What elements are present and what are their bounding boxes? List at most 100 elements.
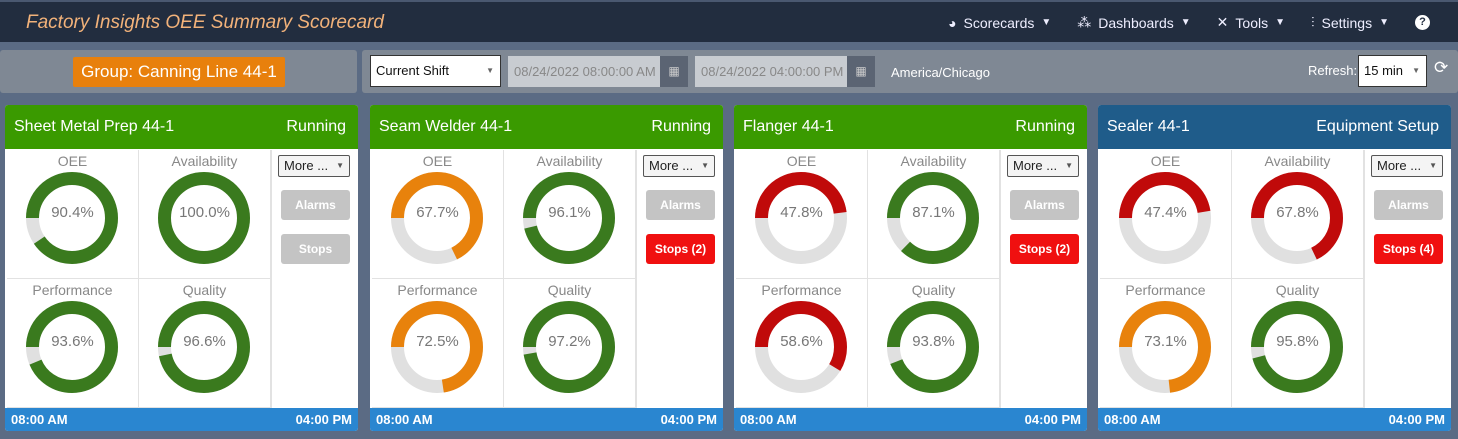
- card-actions: More ... ▼ Alarms Stops (4): [1364, 150, 1449, 408]
- nav-tools[interactable]: ✕ Tools ▼: [1216, 14, 1285, 31]
- gauge-fill: [755, 301, 847, 393]
- more-dropdown[interactable]: More ... ▼: [643, 155, 715, 177]
- gauge-performance: Performance 58.6%: [736, 279, 868, 408]
- gauge-value: 96.1%: [548, 204, 591, 221]
- gauge-availability: Availability 96.1%: [504, 150, 636, 279]
- machine-status: Running: [651, 118, 711, 135]
- gauge-fill: [158, 301, 250, 393]
- gauge-label: Performance: [761, 282, 842, 298]
- alarms-button[interactable]: Alarms: [1010, 190, 1079, 220]
- machine-name: Seam Welder 44-1: [379, 118, 513, 135]
- caret-down-icon: ▼: [336, 161, 344, 170]
- gauge-label: Quality: [547, 282, 592, 298]
- caret-down-icon: ▼: [1180, 17, 1191, 28]
- gauge-value: 73.1%: [1144, 333, 1187, 350]
- calendar-icon[interactable]: ▦: [847, 56, 875, 87]
- caret-down-icon: ▼: [1041, 17, 1052, 28]
- donut-gauge: [523, 301, 615, 393]
- gauge-label: Performance: [32, 282, 113, 298]
- shift-timeline: 08:00 AM 04:00 PM: [734, 408, 1087, 431]
- gauge-oee: OEE 47.4%: [1100, 150, 1232, 279]
- more-dropdown[interactable]: More ... ▼: [1007, 155, 1079, 177]
- end-date-input[interactable]: 08/24/2022 04:00:00 PM: [695, 56, 847, 87]
- start-date-input[interactable]: 08/24/2022 08:00:00 AM: [508, 56, 660, 87]
- stops-button[interactable]: Stops (4): [1374, 234, 1443, 264]
- gauge-label: Quality: [1275, 282, 1320, 298]
- refresh-icon[interactable]: ⟳: [1434, 58, 1449, 77]
- gauge-value: 95.8%: [1276, 333, 1319, 350]
- shift-end: 04:00 PM: [1024, 412, 1081, 427]
- card-body: OEE 90.4% Availability 100.0% Performanc…: [7, 150, 356, 408]
- gauge-fill: [1251, 172, 1343, 264]
- sliders-icon: ⫶: [1311, 14, 1315, 30]
- machine-name: Flanger 44-1: [743, 118, 834, 135]
- machine-card: Sealer 44-1 Equipment Setup OEE 47.4% Av…: [1098, 105, 1451, 431]
- machine-name: Sheet Metal Prep 44-1: [14, 118, 175, 135]
- gauge-availability: Availability 100.0%: [139, 150, 271, 279]
- question-circle-icon[interactable]: ?: [1415, 15, 1430, 30]
- gauge-fill: [887, 172, 979, 264]
- gauge-fill: [523, 301, 615, 393]
- machine-status: Running: [286, 118, 346, 135]
- card-header[interactable]: Flanger 44-1 Running: [734, 105, 1087, 149]
- machine-card: Flanger 44-1 Running OEE 47.8% Availabil…: [734, 105, 1087, 431]
- top-navbar: Factory Insights OEE Summary Scorecard ◕…: [0, 0, 1458, 42]
- donut-gauge: [887, 172, 979, 264]
- gauge-availability: Availability 67.8%: [1232, 150, 1364, 279]
- gauge-performance: Performance 73.1%: [1100, 279, 1232, 408]
- stops-button[interactable]: Stops: [281, 234, 350, 264]
- donut-gauge: [755, 172, 847, 264]
- nav-settings[interactable]: ⫶ Settings ▼: [1311, 14, 1389, 31]
- stops-button[interactable]: Stops (2): [1010, 234, 1079, 264]
- alarms-button[interactable]: Alarms: [281, 190, 350, 220]
- gauge-fill: [26, 301, 118, 393]
- gauge-value: 97.2%: [548, 333, 591, 350]
- gauge-value: 100.0%: [179, 204, 230, 221]
- gauge-label: Quality: [182, 282, 227, 298]
- gauge-label: Performance: [1125, 282, 1206, 298]
- cubes-icon: ⁂: [1077, 14, 1092, 30]
- refresh-label: Refresh:: [1308, 63, 1358, 78]
- shift-start: 08:00 AM: [376, 412, 433, 427]
- gauge-value: 58.6%: [780, 333, 823, 350]
- nav-dashboards[interactable]: ⁂ Dashboards ▼: [1077, 14, 1191, 31]
- gauge-fill: [887, 301, 979, 393]
- more-dropdown[interactable]: More ... ▼: [278, 155, 350, 177]
- alarms-button[interactable]: Alarms: [646, 190, 715, 220]
- caret-down-icon: ▼: [1379, 17, 1389, 28]
- gauge-fill: [158, 172, 250, 264]
- card-header[interactable]: Sheet Metal Prep 44-1 Running: [5, 105, 358, 149]
- card-header[interactable]: Sealer 44-1 Equipment Setup: [1098, 105, 1451, 149]
- calendar-icon[interactable]: ▦: [660, 56, 688, 87]
- gauge-quality: Quality 96.6%: [139, 279, 271, 408]
- caret-down-icon: ▼: [1275, 17, 1285, 28]
- machine-card: Seam Welder 44-1 Running OEE 67.7% Avail…: [370, 105, 723, 431]
- gauge-fill: [523, 172, 615, 264]
- alarms-button[interactable]: Alarms: [1374, 190, 1443, 220]
- shift-end: 04:00 PM: [295, 412, 352, 427]
- donut-gauge: [887, 301, 979, 393]
- card-header[interactable]: Seam Welder 44-1 Running: [370, 105, 723, 149]
- gauge-value: 96.6%: [183, 333, 226, 350]
- group-badge[interactable]: Group: Canning Line 44-1: [73, 57, 285, 87]
- refresh-interval-select[interactable]: 15 min ▼: [1358, 55, 1427, 87]
- donut-gauge: [1119, 301, 1211, 393]
- gauge-label: Availability: [1264, 153, 1331, 169]
- gauge-value: 47.4%: [1144, 204, 1187, 221]
- shift-end: 04:00 PM: [660, 412, 717, 427]
- time-range-select[interactable]: Current Shift ▼: [370, 55, 501, 87]
- donut-gauge: [1251, 172, 1343, 264]
- stops-button[interactable]: Stops (2): [646, 234, 715, 264]
- gauge-label: Availability: [536, 153, 603, 169]
- shift-start: 08:00 AM: [11, 412, 68, 427]
- tools-icon: ✕: [1216, 14, 1229, 30]
- gauge-fill: [26, 172, 118, 264]
- more-dropdown[interactable]: More ... ▼: [1371, 155, 1443, 177]
- donut-gauge: [1119, 172, 1211, 264]
- shift-start: 08:00 AM: [1104, 412, 1161, 427]
- card-actions: More ... ▼ Alarms Stops (2): [1000, 150, 1085, 408]
- donut-gauge: [158, 172, 250, 264]
- machine-status: Running: [1015, 118, 1075, 135]
- caret-down-icon: ▼: [701, 161, 709, 170]
- nav-scorecards[interactable]: ◕ Scorecards ▼: [948, 14, 1052, 31]
